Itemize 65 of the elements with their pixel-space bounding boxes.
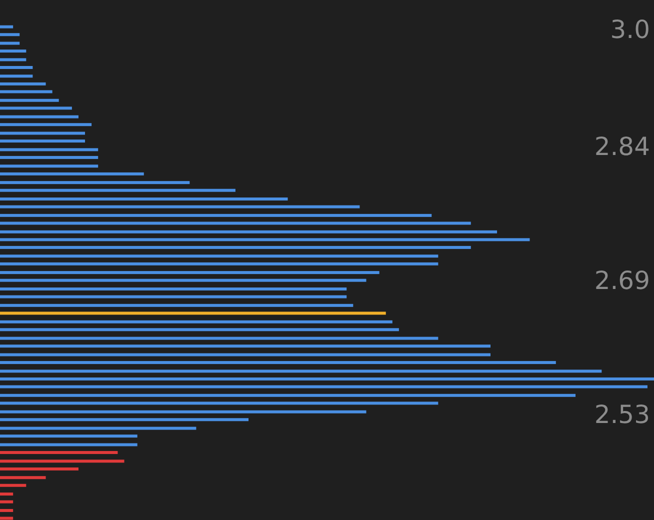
bar xyxy=(0,123,92,126)
bar xyxy=(0,156,98,159)
bar xyxy=(0,188,236,192)
bar xyxy=(0,115,78,118)
bar xyxy=(0,402,438,405)
bar xyxy=(0,361,556,364)
y-tick-label: 3.0 xyxy=(610,14,650,44)
bar xyxy=(0,328,399,332)
y-tick-label: 2.53 xyxy=(594,400,650,430)
bar xyxy=(0,476,46,480)
bar xyxy=(0,492,14,496)
bar xyxy=(0,467,78,470)
y-tick-label: 2.69 xyxy=(594,266,650,295)
bar xyxy=(0,426,196,430)
bar xyxy=(0,516,14,520)
bar xyxy=(0,370,602,373)
bar xyxy=(0,181,190,184)
bar xyxy=(0,410,366,414)
bar xyxy=(0,394,576,397)
bar xyxy=(0,50,26,53)
bar xyxy=(0,140,86,143)
bar xyxy=(0,500,14,504)
bar xyxy=(0,90,52,94)
bar xyxy=(0,172,144,176)
bar xyxy=(0,148,98,152)
bar xyxy=(0,508,14,512)
bar xyxy=(0,418,249,422)
bar xyxy=(0,74,33,78)
bar xyxy=(0,246,471,249)
bar xyxy=(0,377,654,380)
bar xyxy=(0,230,498,234)
bar xyxy=(0,460,124,463)
bar xyxy=(0,198,288,200)
bar xyxy=(0,271,380,274)
bar xyxy=(0,451,118,454)
bar xyxy=(0,304,354,307)
bar xyxy=(0,287,347,290)
bar xyxy=(0,385,648,388)
bar xyxy=(0,214,432,217)
bar xyxy=(0,66,33,69)
bar xyxy=(0,33,20,36)
bar xyxy=(0,484,26,487)
bar xyxy=(0,164,98,168)
bar xyxy=(0,25,14,28)
bar xyxy=(0,205,360,208)
bar xyxy=(0,58,26,62)
bar xyxy=(0,312,386,315)
bar xyxy=(0,295,347,298)
bar xyxy=(0,278,366,282)
bar xyxy=(0,42,20,45)
bar xyxy=(0,82,46,86)
bar xyxy=(0,262,438,266)
bar xyxy=(0,434,138,438)
bar xyxy=(0,443,138,446)
bar xyxy=(0,254,438,258)
y-tick-label: 2.84 xyxy=(594,132,650,161)
bar xyxy=(0,344,490,348)
bar xyxy=(0,132,86,135)
bar xyxy=(0,238,530,242)
bar xyxy=(0,106,72,110)
bar xyxy=(0,98,59,102)
bar xyxy=(0,336,438,340)
bar xyxy=(0,353,490,356)
bar xyxy=(0,320,392,324)
bar xyxy=(0,222,471,225)
